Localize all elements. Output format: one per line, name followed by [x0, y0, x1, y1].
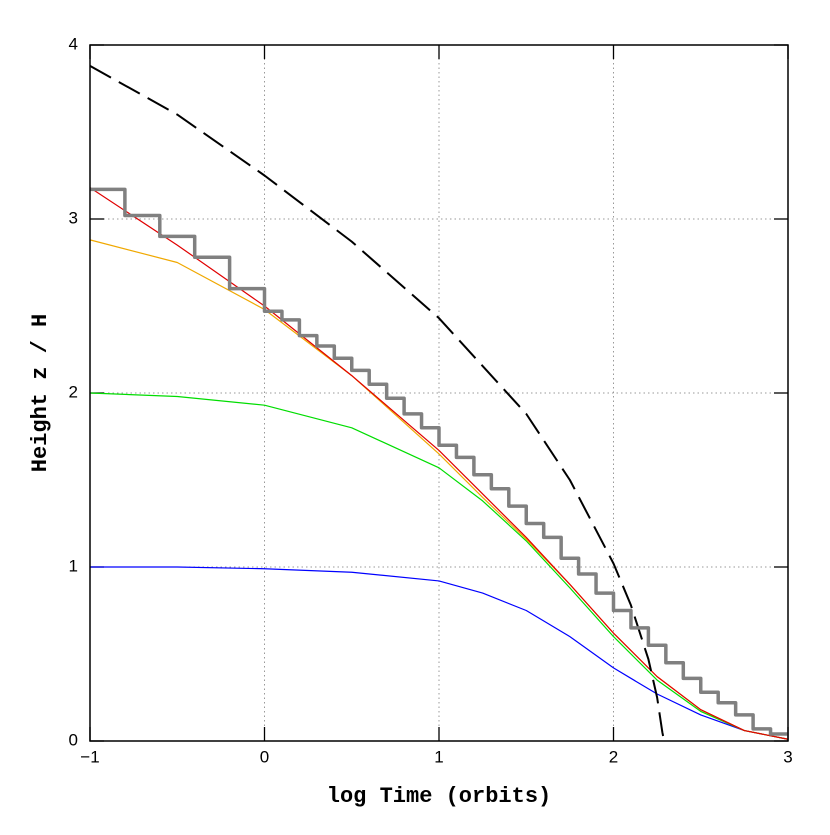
plot-frame	[89, 44, 789, 742]
x-tick-label: −1	[80, 747, 99, 766]
x-axis-label: log Time (orbits)	[327, 784, 551, 809]
y-tick-label: 0	[69, 730, 78, 749]
y-tick-label: 3	[69, 208, 78, 227]
y-axis-label: Height z / H	[28, 314, 53, 472]
x-tick-label: 0	[260, 747, 269, 766]
series-line	[89, 65, 666, 742]
y-tick-label: 4	[69, 34, 78, 53]
y-tick-label: 1	[69, 556, 78, 575]
x-tick-label: 1	[434, 747, 443, 766]
series-line	[89, 392, 789, 740]
series-line	[90, 187, 788, 736]
series-line	[90, 566, 789, 740]
x-tick-label: 2	[609, 747, 618, 766]
y-tick-label: 2	[69, 382, 78, 401]
x-tick-label: 3	[783, 747, 792, 766]
